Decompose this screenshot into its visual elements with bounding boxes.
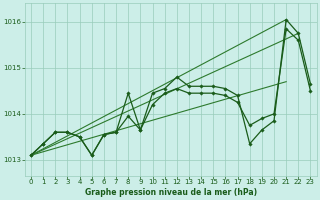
X-axis label: Graphe pression niveau de la mer (hPa): Graphe pression niveau de la mer (hPa) xyxy=(85,188,257,197)
